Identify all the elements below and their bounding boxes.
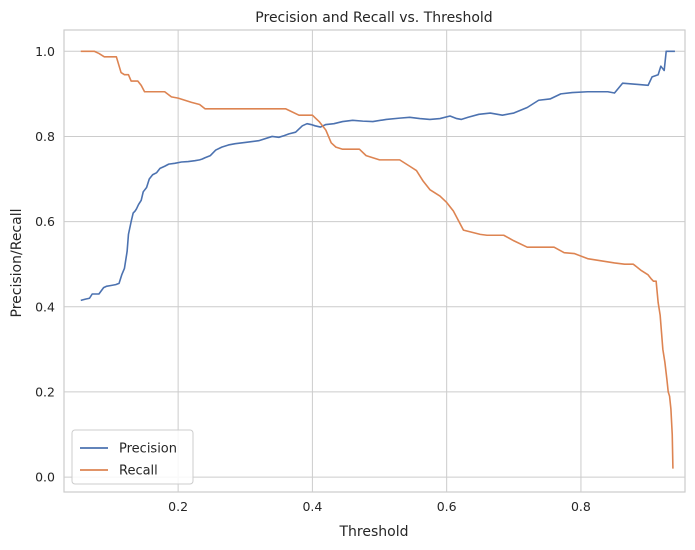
legend-precision-label: Precision <box>119 442 177 457</box>
x-axis-label: Threshold <box>339 524 409 540</box>
legend: Precision Recall <box>71 429 194 485</box>
legend-recall-label: Recall <box>119 464 158 479</box>
tick-labels: 0.2 0.4 0.6 0.8 0.0 0.2 0.4 0.6 0.8 1.0 <box>35 44 591 514</box>
x-tick-label: 0.4 <box>302 499 322 514</box>
grid <box>64 30 685 492</box>
precision-series-line <box>80 50 675 302</box>
y-axis-label: Precision/Recall <box>9 209 25 318</box>
y-tick-label: 0.8 <box>35 129 55 144</box>
y-tick-label: 0.2 <box>35 384 55 399</box>
chart-title: Precision and Recall vs. Threshold <box>255 10 492 26</box>
y-tick-label: 1.0 <box>35 44 55 59</box>
series <box>80 50 675 469</box>
y-tick-label: 0.4 <box>35 299 55 314</box>
y-tick-label: 0.0 <box>35 470 55 485</box>
x-tick-label: 0.6 <box>437 499 457 514</box>
plot-frame <box>63 29 686 493</box>
x-tick-label: 0.8 <box>571 499 591 514</box>
x-tick-label: 0.2 <box>168 499 188 514</box>
recall-series-line <box>80 50 674 469</box>
y-tick-label: 0.6 <box>35 214 55 229</box>
